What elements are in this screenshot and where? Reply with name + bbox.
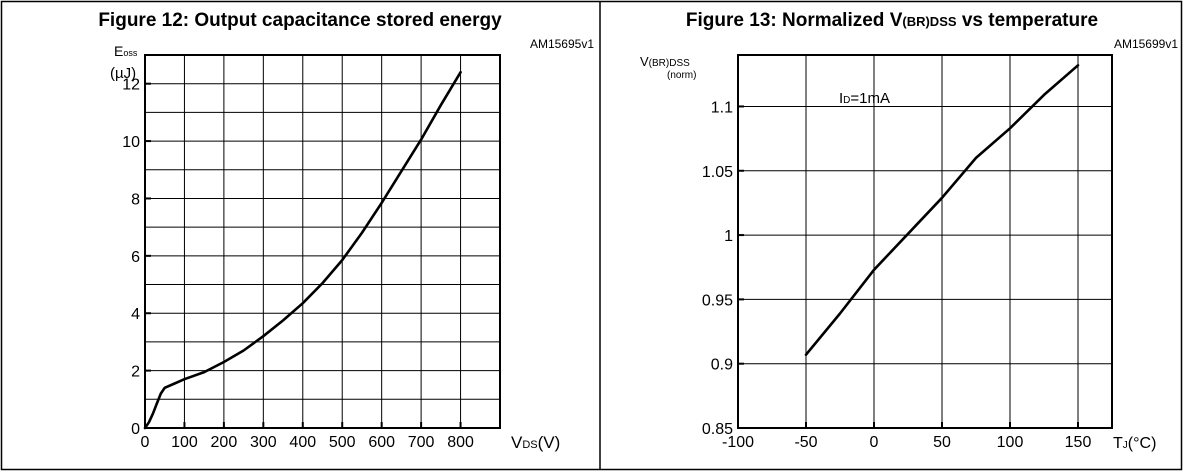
- figure-13-y-ticks: 0.85 0.9 0.95 1 1.05 1.1: [702, 99, 744, 438]
- f13-x-tick-label: -100: [722, 434, 754, 451]
- figure-12-x-axis-label: VDS(V): [511, 433, 560, 452]
- f12-x-tick-label: 0: [141, 434, 150, 451]
- figure-12-y-axis-unit: (µJ): [110, 65, 136, 82]
- f12-x-tick-label: 700: [408, 434, 435, 451]
- f12-y-tick-label: 12: [122, 77, 140, 94]
- f12-x-tick-label: 200: [211, 434, 238, 451]
- f12-x-tick-label: 100: [171, 434, 198, 451]
- f12-y-tick-label: 2: [131, 364, 140, 381]
- figure-13-annotation: ID=1mA: [839, 90, 890, 107]
- f12-x-tick-label: 800: [447, 434, 474, 451]
- f13-x-tick-label: 100: [997, 434, 1024, 451]
- f13-y-tick-label: 1.05: [702, 164, 733, 181]
- f13-y-tick-label: 0.9: [711, 357, 733, 374]
- f13-y-tick-label: 0.85: [702, 421, 733, 438]
- figure-13-grid: [737, 54, 1113, 429]
- figure-13-x-ticks: -100 -50 0 50 100 150: [722, 422, 1091, 451]
- f12-x-tick-label: 300: [250, 434, 277, 451]
- figure-13-code: AM15699v1: [1114, 37, 1178, 51]
- figure-13-title: Figure 13: Normalized V(BR)DSS vs temper…: [686, 10, 1098, 31]
- f12-y-tick-label: 0: [131, 421, 140, 438]
- f12-y-tick-label: 4: [131, 306, 140, 323]
- figure-12-code: AM15695v1: [530, 37, 594, 51]
- f13-x-tick-label: 150: [1065, 434, 1092, 451]
- f12-y-tick-label: 10: [122, 134, 140, 151]
- f12-y-tick-label: 6: [131, 249, 140, 266]
- f12-y-tick-label: 8: [131, 191, 140, 208]
- figure-13: Figure 13: Normalized V(BR)DSS vs temper…: [640, 10, 1178, 452]
- f12-x-tick-label: 500: [329, 434, 356, 451]
- figure-13-y-axis-label: V(BR)DSS: [640, 54, 690, 69]
- figure-13-x-axis-label: TJ(°C): [1113, 435, 1156, 452]
- f13-x-tick-label: 50: [933, 434, 951, 451]
- f13-y-tick-label: 1.1: [711, 99, 733, 116]
- figure-12-series-line: [143, 70, 462, 430]
- f13-y-tick-label: 1: [724, 228, 733, 245]
- figure-13-series-line: [804, 64, 1080, 356]
- figure-12-y-ticks: 0 2 4 6 8 10 12: [122, 77, 151, 438]
- f13-y-tick-label: 0.95: [702, 292, 733, 309]
- f13-plot-area: [737, 54, 1113, 429]
- f13-x-tick-label: -50: [794, 434, 817, 451]
- figure-12-title: Figure 12: Output capacitance stored ene…: [98, 10, 502, 31]
- f13-x-tick-label: 0: [870, 434, 879, 451]
- figure-12-x-ticks: 0 100 200 300 400 500 600 700 800: [141, 422, 474, 451]
- figure-12-grid: [144, 54, 501, 429]
- f12-x-tick-label: 400: [289, 434, 316, 451]
- f12-x-tick-label: 600: [368, 434, 395, 451]
- figure-12-y-axis-label: Eoss: [114, 43, 138, 59]
- f12-plot-area: [144, 54, 501, 429]
- figure-13-y-axis-unit: (norm): [667, 70, 696, 81]
- figure-12: Figure 12: Output capacitance stored ene…: [98, 10, 594, 452]
